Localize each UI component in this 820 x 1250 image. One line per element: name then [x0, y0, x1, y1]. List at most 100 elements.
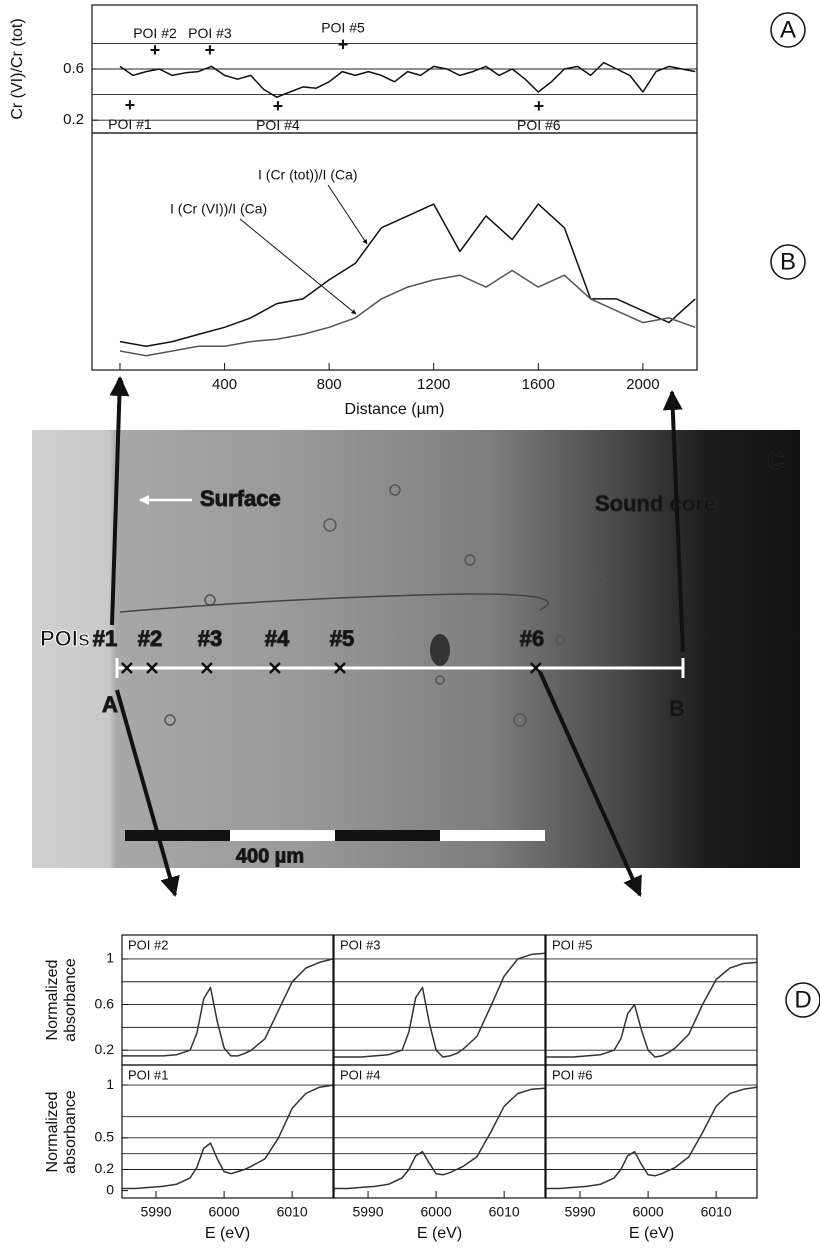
connector-arrow	[109, 376, 130, 626]
series-label: I (Cr (VI))/I (Ca)	[170, 201, 267, 217]
data-line	[546, 961, 758, 1058]
poi-marker: +	[534, 96, 545, 116]
x-tick-label: 6000	[633, 1204, 664, 1220]
poi-marker: +	[150, 40, 161, 60]
y-tick-label: 0.6	[63, 60, 84, 77]
plot-title: POI #6	[552, 1067, 592, 1082]
x-axis-label: E (eV)	[629, 1225, 674, 1242]
plot-frame	[545, 934, 758, 1066]
series-label-arrow	[327, 184, 368, 245]
x-tick-label: 6010	[277, 1204, 308, 1220]
micrograph-feature	[430, 634, 450, 666]
data-line	[119, 61, 696, 98]
pois-label: POIs	[40, 626, 90, 651]
connector-arrow	[115, 689, 180, 897]
x-tick-label: 6010	[701, 1204, 732, 1220]
poi-marker: +	[125, 95, 136, 115]
surface-label: Surface	[200, 486, 281, 511]
x-tick-label: 1200	[417, 376, 450, 393]
poi-label: POI #1	[108, 116, 152, 132]
y-tick-label: 0.5	[95, 1129, 115, 1145]
scale-label: 400 µm	[236, 845, 304, 867]
scale-bar	[230, 830, 335, 841]
data-line	[122, 1084, 334, 1190]
x-tick-label: 400	[212, 376, 237, 393]
panel-label-circle	[785, 982, 820, 1018]
plot-frame	[333, 934, 546, 1066]
panel-label: C	[767, 447, 784, 474]
scale-bar	[335, 830, 440, 841]
data-line	[334, 952, 546, 1058]
data-line	[546, 1086, 758, 1190]
data-line	[334, 1087, 546, 1190]
core-label: Sound core	[595, 491, 716, 516]
poi-cross	[334, 662, 346, 674]
poi-number: #3	[198, 626, 222, 651]
poi-label: POI #3	[188, 25, 232, 41]
x-tick-label: 5990	[352, 1204, 383, 1220]
y-tick-label: 0	[106, 1181, 114, 1197]
poi-marker: +	[273, 96, 284, 116]
poi-number: #6	[520, 626, 544, 651]
y-tick-label: 0.2	[63, 111, 84, 128]
plot-frame	[121, 1064, 334, 1199]
poi-cross	[201, 662, 213, 674]
poi-cross	[529, 662, 542, 674]
poi-number: #4	[265, 626, 290, 651]
poi-marker: +	[205, 40, 216, 60]
scale-bar	[440, 830, 545, 841]
plot-frame	[91, 132, 698, 371]
profile-start-label: A	[102, 692, 118, 717]
poi-marker: +	[338, 35, 349, 55]
x-axis-label: E (eV)	[417, 1225, 462, 1242]
x-tick-label: 5990	[564, 1204, 595, 1220]
y-tick-label: 0.2	[95, 1160, 115, 1176]
series-label: I (Cr (tot))/I (Ca)	[258, 167, 358, 183]
data-line	[119, 269, 696, 357]
poi-label: POI #2	[133, 25, 177, 41]
poi-label: POI #4	[256, 117, 300, 133]
poi-cross	[146, 662, 158, 674]
y-tick-label: 0.2	[95, 1041, 115, 1057]
x-tick-label: 6000	[209, 1204, 240, 1220]
data-line	[122, 958, 334, 1057]
scale-bar	[125, 830, 230, 841]
series-label-arrow	[239, 218, 357, 315]
connector-arrow	[538, 671, 642, 897]
y-tick-label: 1	[106, 950, 114, 966]
plot-title: POI #3	[340, 937, 380, 952]
plot-title: POI #4	[340, 1067, 380, 1082]
data-line	[119, 203, 696, 348]
plot-frame	[545, 1064, 758, 1199]
poi-cross	[269, 662, 281, 674]
poi-cross	[121, 662, 133, 674]
plot-title: POI #2	[128, 937, 168, 952]
poi-label: POI #5	[321, 20, 365, 36]
x-tick-label: 800	[317, 376, 342, 393]
poi-label: POI #6	[517, 117, 561, 133]
y-axis-label: Normalized absorbance	[44, 958, 79, 1042]
y-tick-label: 1	[106, 1076, 114, 1092]
poi-number: #1	[93, 626, 117, 651]
plot-frame	[333, 1064, 546, 1199]
x-tick-label: 5990	[140, 1204, 171, 1220]
micrograph-texture	[119, 484, 605, 727]
poi-number: #2	[138, 626, 162, 651]
x-tick-label: 1600	[522, 376, 555, 393]
plot-frame	[121, 934, 334, 1066]
y-axis-label: Cr (VI)/Cr (tot)	[9, 18, 26, 119]
plot-title: POI #5	[552, 937, 592, 952]
profile-end-label: B	[669, 696, 685, 721]
panel-label-circle	[770, 12, 806, 48]
x-axis-label: Distance (µm)	[345, 401, 445, 418]
y-tick-label: 0.6	[95, 995, 115, 1011]
poi-number: #5	[330, 626, 354, 651]
micrograph	[32, 430, 800, 868]
x-tick-label: 2000	[626, 376, 659, 393]
y-axis-label: Normalized absorbance	[44, 1089, 79, 1174]
x-axis-label: E (eV)	[205, 1225, 250, 1242]
panel-label: A	[780, 16, 796, 43]
x-tick-label: 6010	[489, 1204, 520, 1220]
